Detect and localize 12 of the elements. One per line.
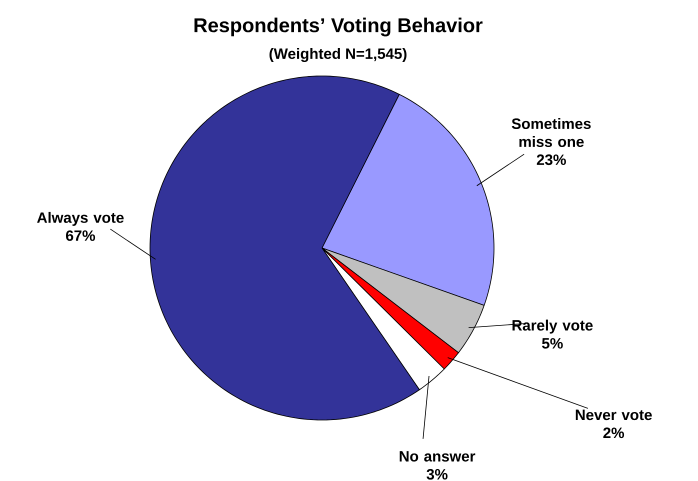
slice-label: Never vote <box>576 410 652 420</box>
slice-label: Always vote <box>37 212 124 226</box>
chart-subtitle: (Weighted N=1,545) <box>270 48 406 62</box>
data-label: 3% <box>426 469 448 480</box>
data-label: 2% <box>603 428 624 438</box>
data-label: 67% <box>66 230 96 242</box>
chart-title: Respondents’ Voting Behavior <box>194 18 483 37</box>
slice-label: Rarely vote <box>512 320 593 334</box>
data-label: 5% <box>542 338 563 349</box>
data-label: 23% <box>536 154 566 166</box>
slice-label: No answer <box>400 451 476 462</box>
slice-label: Sometimes miss one <box>512 118 591 148</box>
